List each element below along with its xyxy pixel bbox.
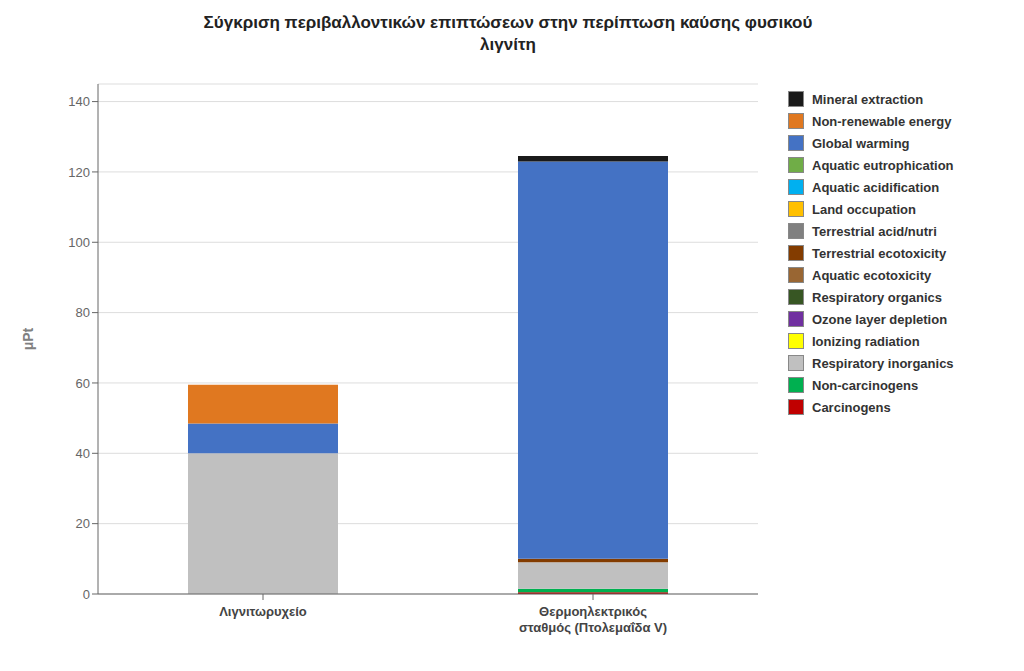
svg-text:60: 60 bbox=[76, 376, 90, 391]
html-text:Aquatic eutrophication: Aquatic eutrophication bbox=[812, 157, 954, 173]
svg-text:Θερμοηλεκτρικόςσταθμός (Πτολεμ: Θερμοηλεκτρικόςσταθμός (Πτολεμαΐδα V) bbox=[519, 604, 667, 635]
svg-text:100: 100 bbox=[68, 235, 90, 250]
svg-text:20: 20 bbox=[76, 516, 90, 531]
svg-text:Λιγνιτωρυχείο: Λιγνιτωρυχείο bbox=[219, 604, 307, 619]
svg-text:0: 0 bbox=[83, 587, 90, 602]
html-text:Terrestrial acid/nutri: Terrestrial acid/nutri bbox=[812, 223, 937, 239]
svg-text:120: 120 bbox=[68, 165, 90, 180]
html-text:Non-renewable energy: Non-renewable energy bbox=[812, 113, 952, 129]
html-text:Non-carcinogens: Non-carcinogens bbox=[812, 377, 919, 393]
html-text:Ionizing radiation: Ionizing radiation bbox=[812, 333, 920, 349]
html-text:Global warming: Global warming bbox=[812, 135, 910, 151]
html-text:Terrestrial ecotoxicity: Terrestrial ecotoxicity bbox=[812, 245, 947, 261]
svg-text:μPt: μPt bbox=[20, 327, 36, 350]
html-text:Mineral extraction: Mineral extraction bbox=[812, 91, 924, 107]
html-text:Respiratory organics: Respiratory organics bbox=[812, 289, 942, 305]
html-text:Respiratory inorganics: Respiratory inorganics bbox=[812, 355, 954, 371]
html-text:Ozone layer depletion: Ozone layer depletion bbox=[812, 311, 948, 327]
html-text:Carcinogens: Carcinogens bbox=[812, 399, 891, 415]
svg-text:80: 80 bbox=[76, 305, 90, 320]
html-text:λιγνίτη: λιγνίτη bbox=[480, 35, 536, 54]
html-text:Land occupation: Land occupation bbox=[812, 201, 916, 217]
html-text:Aquatic ecotoxicity: Aquatic ecotoxicity bbox=[812, 267, 932, 283]
svg-text:40: 40 bbox=[76, 446, 90, 461]
html-text:Aquatic acidification: Aquatic acidification bbox=[812, 179, 940, 195]
html-text:Σύγκριση περιβαλλοντικών επιπτ: Σύγκριση περιβαλλοντικών επιπτώσεων στην… bbox=[203, 13, 813, 32]
svg-text:140: 140 bbox=[68, 94, 90, 109]
